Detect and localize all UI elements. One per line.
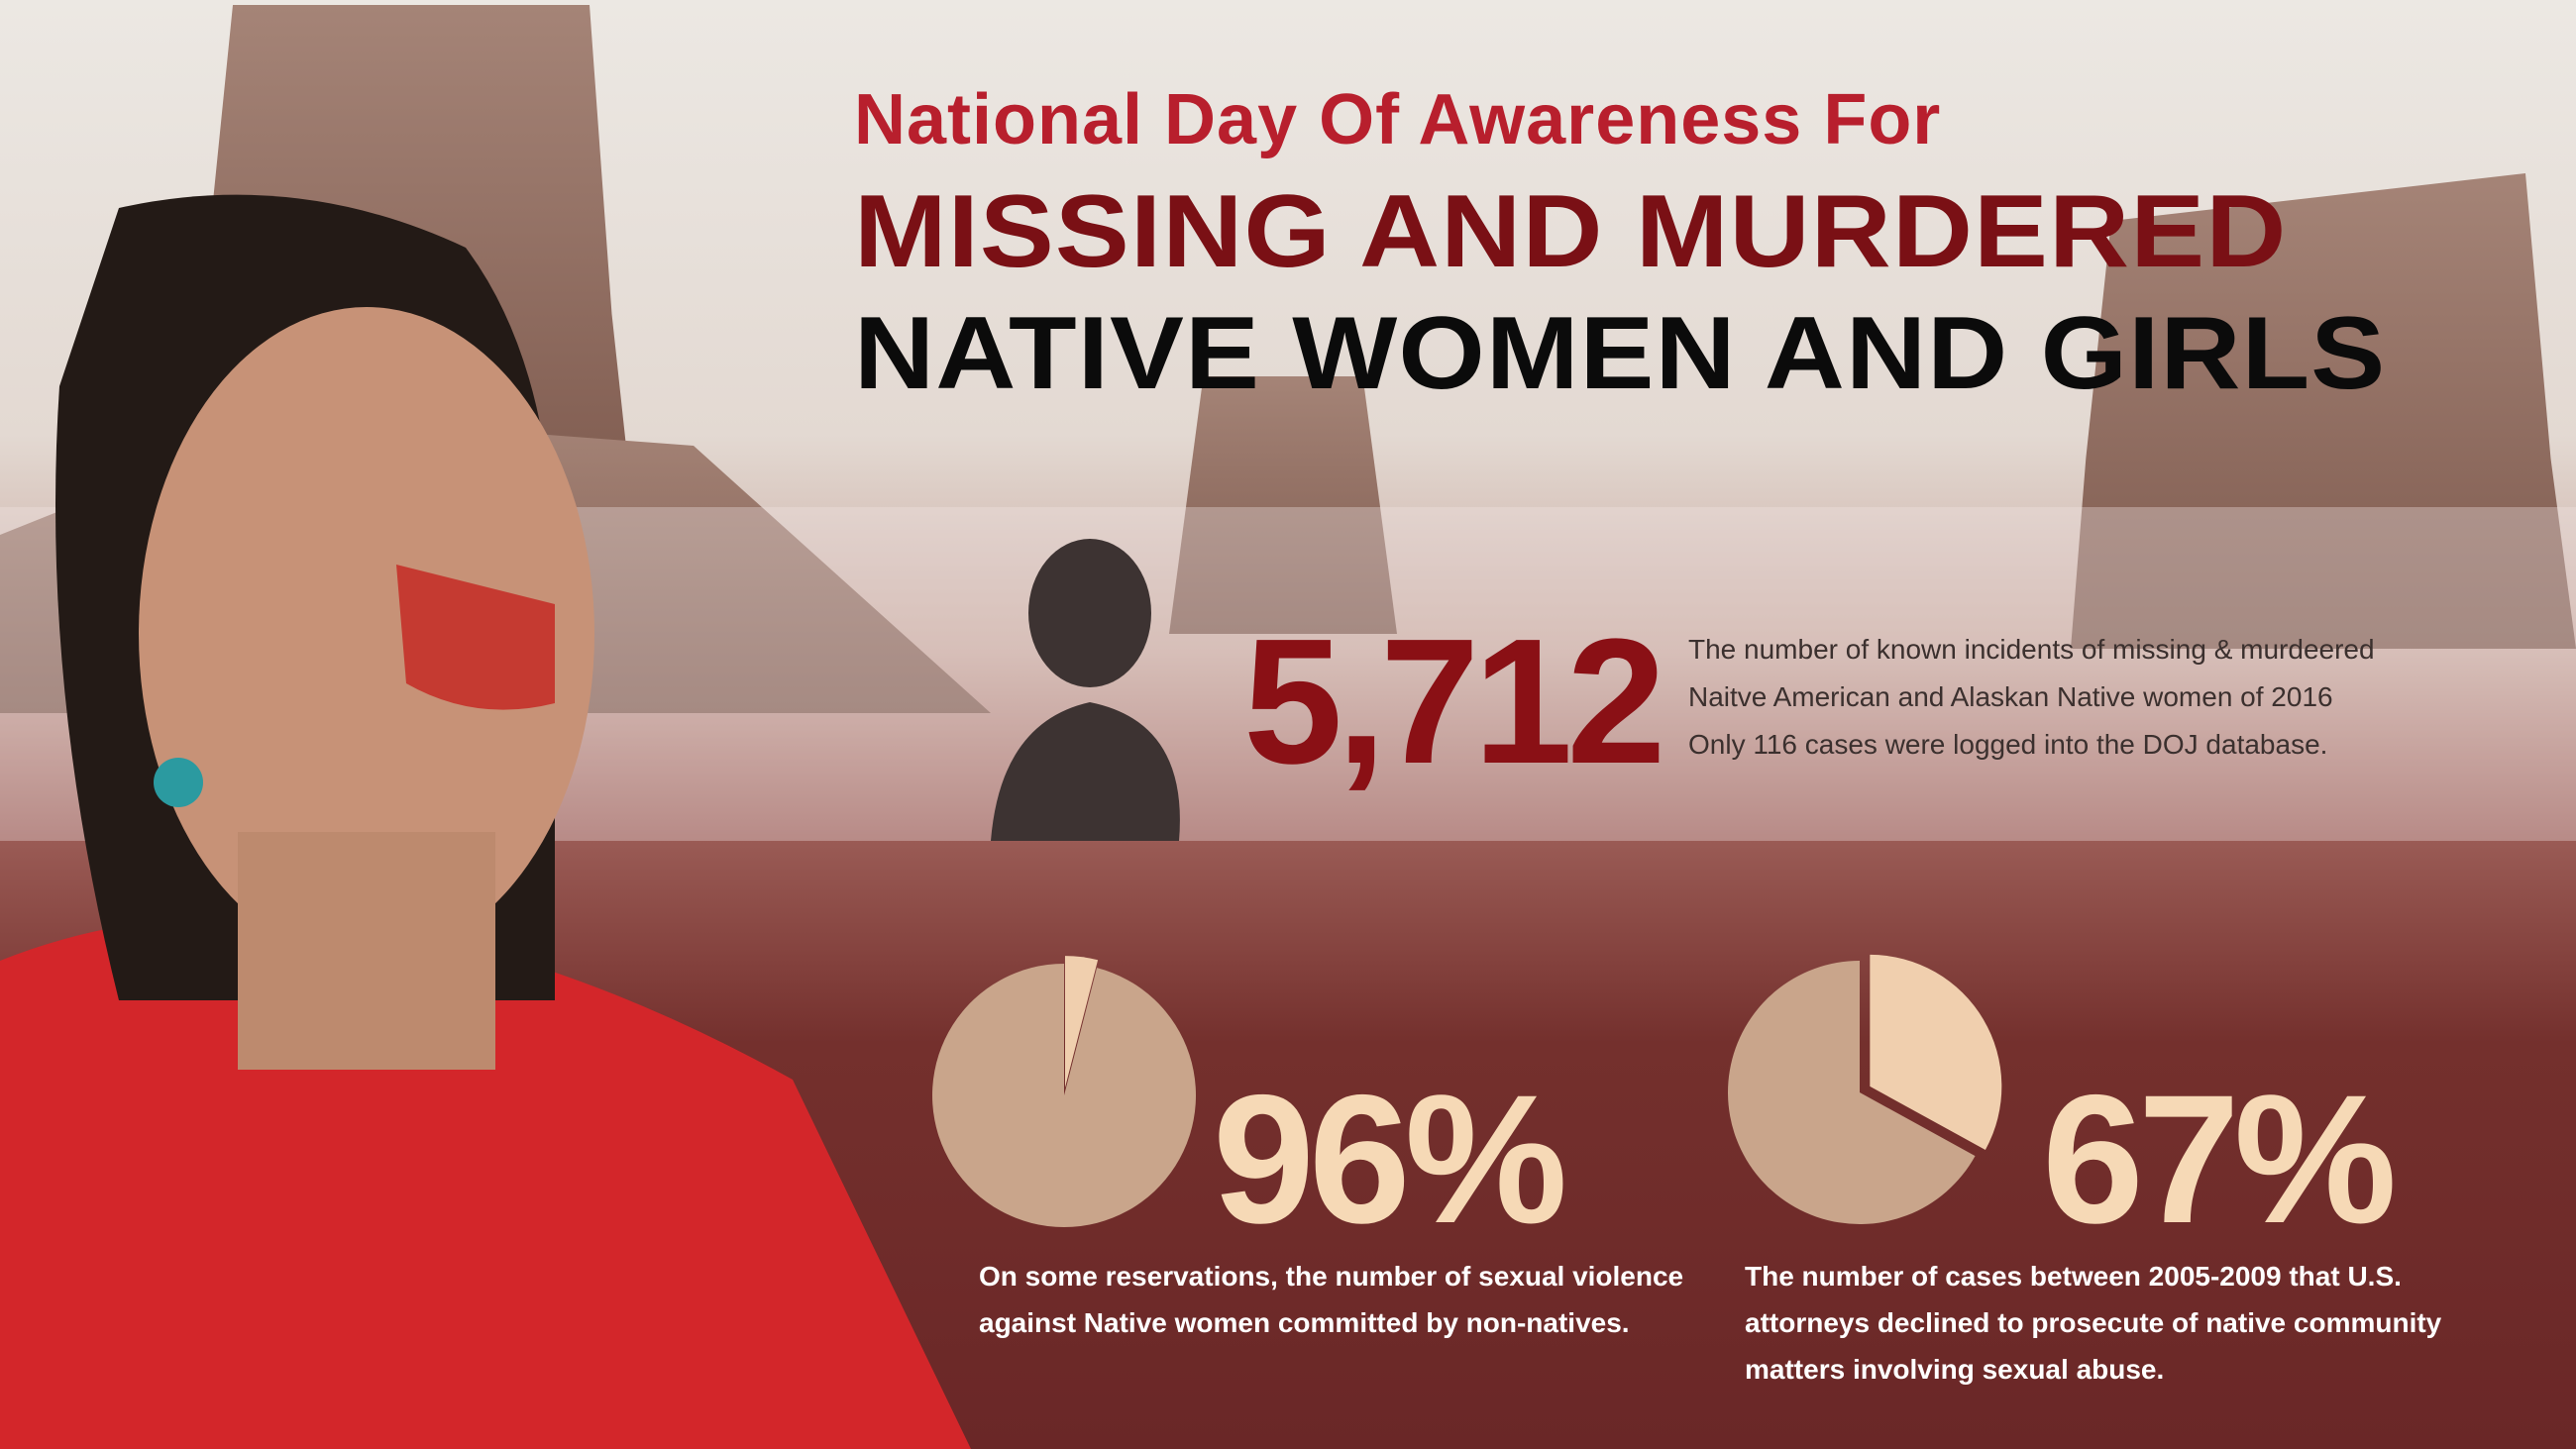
stat-67-caption: The number of cases between 2005-2009 th… [1745, 1253, 2441, 1393]
stat-96-value: 96% [1213, 1058, 1567, 1262]
butte-center [1169, 376, 1397, 634]
caption-line: against Native women committed by non-na… [979, 1307, 1630, 1338]
person-silhouette-icon [991, 539, 1180, 841]
caption-line: matters involving sexual abuse. [1745, 1354, 2165, 1385]
caption-line: The number of cases between 2005-2009 th… [1745, 1261, 2402, 1292]
desc-line: The number of known incidents of missing… [1688, 634, 2375, 665]
pie-slice-highlight [1065, 956, 1099, 1088]
stat-67-value: 67% [2042, 1058, 2397, 1262]
pie-slice-main [1728, 961, 1976, 1224]
desc-line: Only 116 cases were logged into the DOJ … [1688, 729, 2328, 760]
caption-line: attorneys declined to prosecute of nativ… [1745, 1307, 2442, 1338]
desc-line: Naitve American and Alaskan Native women… [1688, 681, 2333, 712]
pie-slice-main [932, 964, 1196, 1227]
stat-incidents-value: 5,712 [1243, 602, 1665, 801]
title-line-3: NATIVE WOMEN AND GIRLS [854, 296, 2387, 411]
pie-chart-96 [932, 956, 1196, 1227]
pie-slice-highlight [1870, 954, 2002, 1150]
title-line-1: National Day Of Awareness For [854, 80, 1942, 159]
stat-incidents-description: The number of known incidents of missing… [1688, 626, 2375, 769]
woman-photo [0, 194, 971, 1449]
caption-line: On some reservations, the number of sexu… [979, 1261, 1684, 1292]
pie-chart-67 [1728, 954, 2002, 1224]
stat-96-caption: On some reservations, the number of sexu… [979, 1253, 1683, 1346]
butte-right [2071, 173, 2576, 649]
title-line-2: MISSING AND MURDERED [854, 174, 2288, 289]
